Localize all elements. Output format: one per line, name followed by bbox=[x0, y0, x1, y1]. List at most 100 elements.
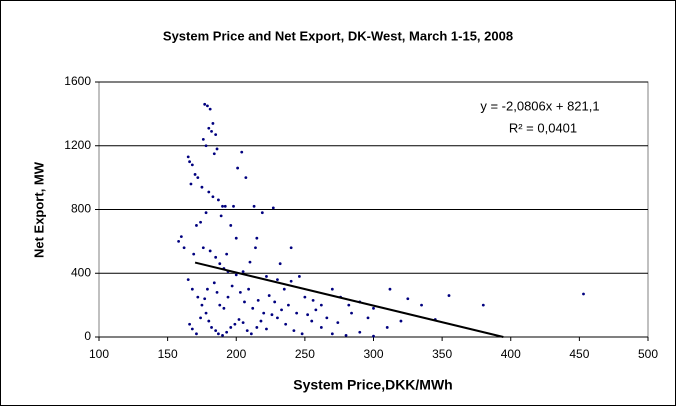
point bbox=[358, 330, 362, 334]
point bbox=[303, 295, 307, 299]
point bbox=[240, 150, 244, 154]
point bbox=[280, 308, 283, 312]
point bbox=[265, 327, 268, 331]
point bbox=[241, 321, 245, 325]
point bbox=[314, 308, 318, 312]
point bbox=[207, 319, 211, 323]
point bbox=[232, 204, 235, 208]
point bbox=[204, 144, 208, 148]
point bbox=[233, 322, 237, 326]
point bbox=[399, 319, 403, 323]
point bbox=[199, 316, 202, 320]
point bbox=[249, 332, 253, 336]
point bbox=[211, 122, 215, 125]
point bbox=[195, 224, 198, 227]
point bbox=[385, 326, 389, 329]
point bbox=[292, 329, 296, 333]
point bbox=[245, 329, 249, 333]
point bbox=[222, 306, 226, 310]
point bbox=[218, 262, 222, 266]
point bbox=[234, 273, 238, 277]
r-squared: R² = 0,0401 bbox=[509, 120, 577, 135]
point bbox=[238, 290, 242, 294]
point bbox=[225, 330, 229, 334]
point bbox=[282, 287, 286, 291]
point bbox=[199, 220, 202, 224]
point bbox=[267, 294, 271, 297]
point bbox=[217, 332, 220, 336]
point bbox=[212, 152, 216, 156]
chart-title: System Price and Net Export, DK-West, Ma… bbox=[163, 28, 513, 43]
point bbox=[255, 326, 259, 329]
point bbox=[225, 252, 229, 256]
point bbox=[207, 190, 211, 194]
point bbox=[177, 239, 181, 243]
point bbox=[372, 334, 375, 338]
point bbox=[319, 326, 323, 329]
point bbox=[311, 298, 315, 302]
point bbox=[193, 173, 197, 176]
point bbox=[203, 297, 207, 301]
point bbox=[206, 287, 209, 291]
point bbox=[214, 329, 218, 333]
point bbox=[200, 185, 204, 189]
x-tick-label: 150 bbox=[158, 347, 178, 361]
point bbox=[190, 287, 194, 291]
point bbox=[350, 311, 353, 315]
point bbox=[260, 211, 264, 215]
point bbox=[262, 311, 266, 315]
point bbox=[388, 287, 392, 291]
point bbox=[226, 295, 230, 299]
x-tick-label: 300 bbox=[363, 347, 383, 361]
point bbox=[406, 297, 410, 301]
point bbox=[276, 278, 279, 282]
point bbox=[206, 104, 209, 108]
point bbox=[179, 235, 183, 238]
point bbox=[481, 303, 485, 307]
x-tick-label: 100 bbox=[89, 347, 109, 361]
point bbox=[230, 284, 234, 288]
point bbox=[330, 287, 334, 291]
y-tick-label: 0 bbox=[84, 329, 91, 343]
point bbox=[284, 322, 288, 326]
point bbox=[297, 275, 301, 278]
point bbox=[325, 316, 329, 320]
x-axis-title: System Price,DKK/MWh bbox=[293, 377, 452, 393]
point bbox=[265, 275, 268, 278]
x-tick-label: 400 bbox=[501, 347, 521, 361]
point bbox=[300, 332, 304, 336]
point bbox=[256, 298, 260, 302]
point bbox=[221, 204, 224, 208]
point bbox=[336, 321, 340, 325]
point bbox=[236, 166, 240, 170]
y-axis-title: Net Export, MW bbox=[31, 161, 46, 258]
trendline bbox=[194, 261, 504, 338]
point bbox=[204, 211, 208, 215]
point bbox=[306, 313, 310, 317]
point bbox=[203, 102, 207, 106]
point bbox=[372, 306, 375, 310]
point bbox=[221, 334, 224, 337]
point bbox=[319, 303, 323, 307]
point bbox=[289, 279, 293, 283]
x-tick-label: 500 bbox=[638, 347, 658, 361]
point bbox=[200, 303, 204, 307]
point bbox=[201, 137, 205, 141]
x-tick-label: 450 bbox=[569, 347, 589, 361]
point bbox=[196, 176, 200, 180]
y-tick-label: 1600 bbox=[64, 74, 91, 88]
point bbox=[271, 206, 275, 210]
point bbox=[189, 182, 193, 186]
point bbox=[447, 294, 451, 297]
point bbox=[310, 319, 314, 323]
point bbox=[182, 246, 186, 250]
point bbox=[243, 300, 246, 304]
point bbox=[229, 224, 233, 227]
point bbox=[252, 204, 256, 208]
point bbox=[204, 311, 208, 315]
point bbox=[214, 255, 218, 259]
point bbox=[234, 236, 238, 240]
point bbox=[190, 327, 194, 331]
point bbox=[276, 316, 279, 320]
